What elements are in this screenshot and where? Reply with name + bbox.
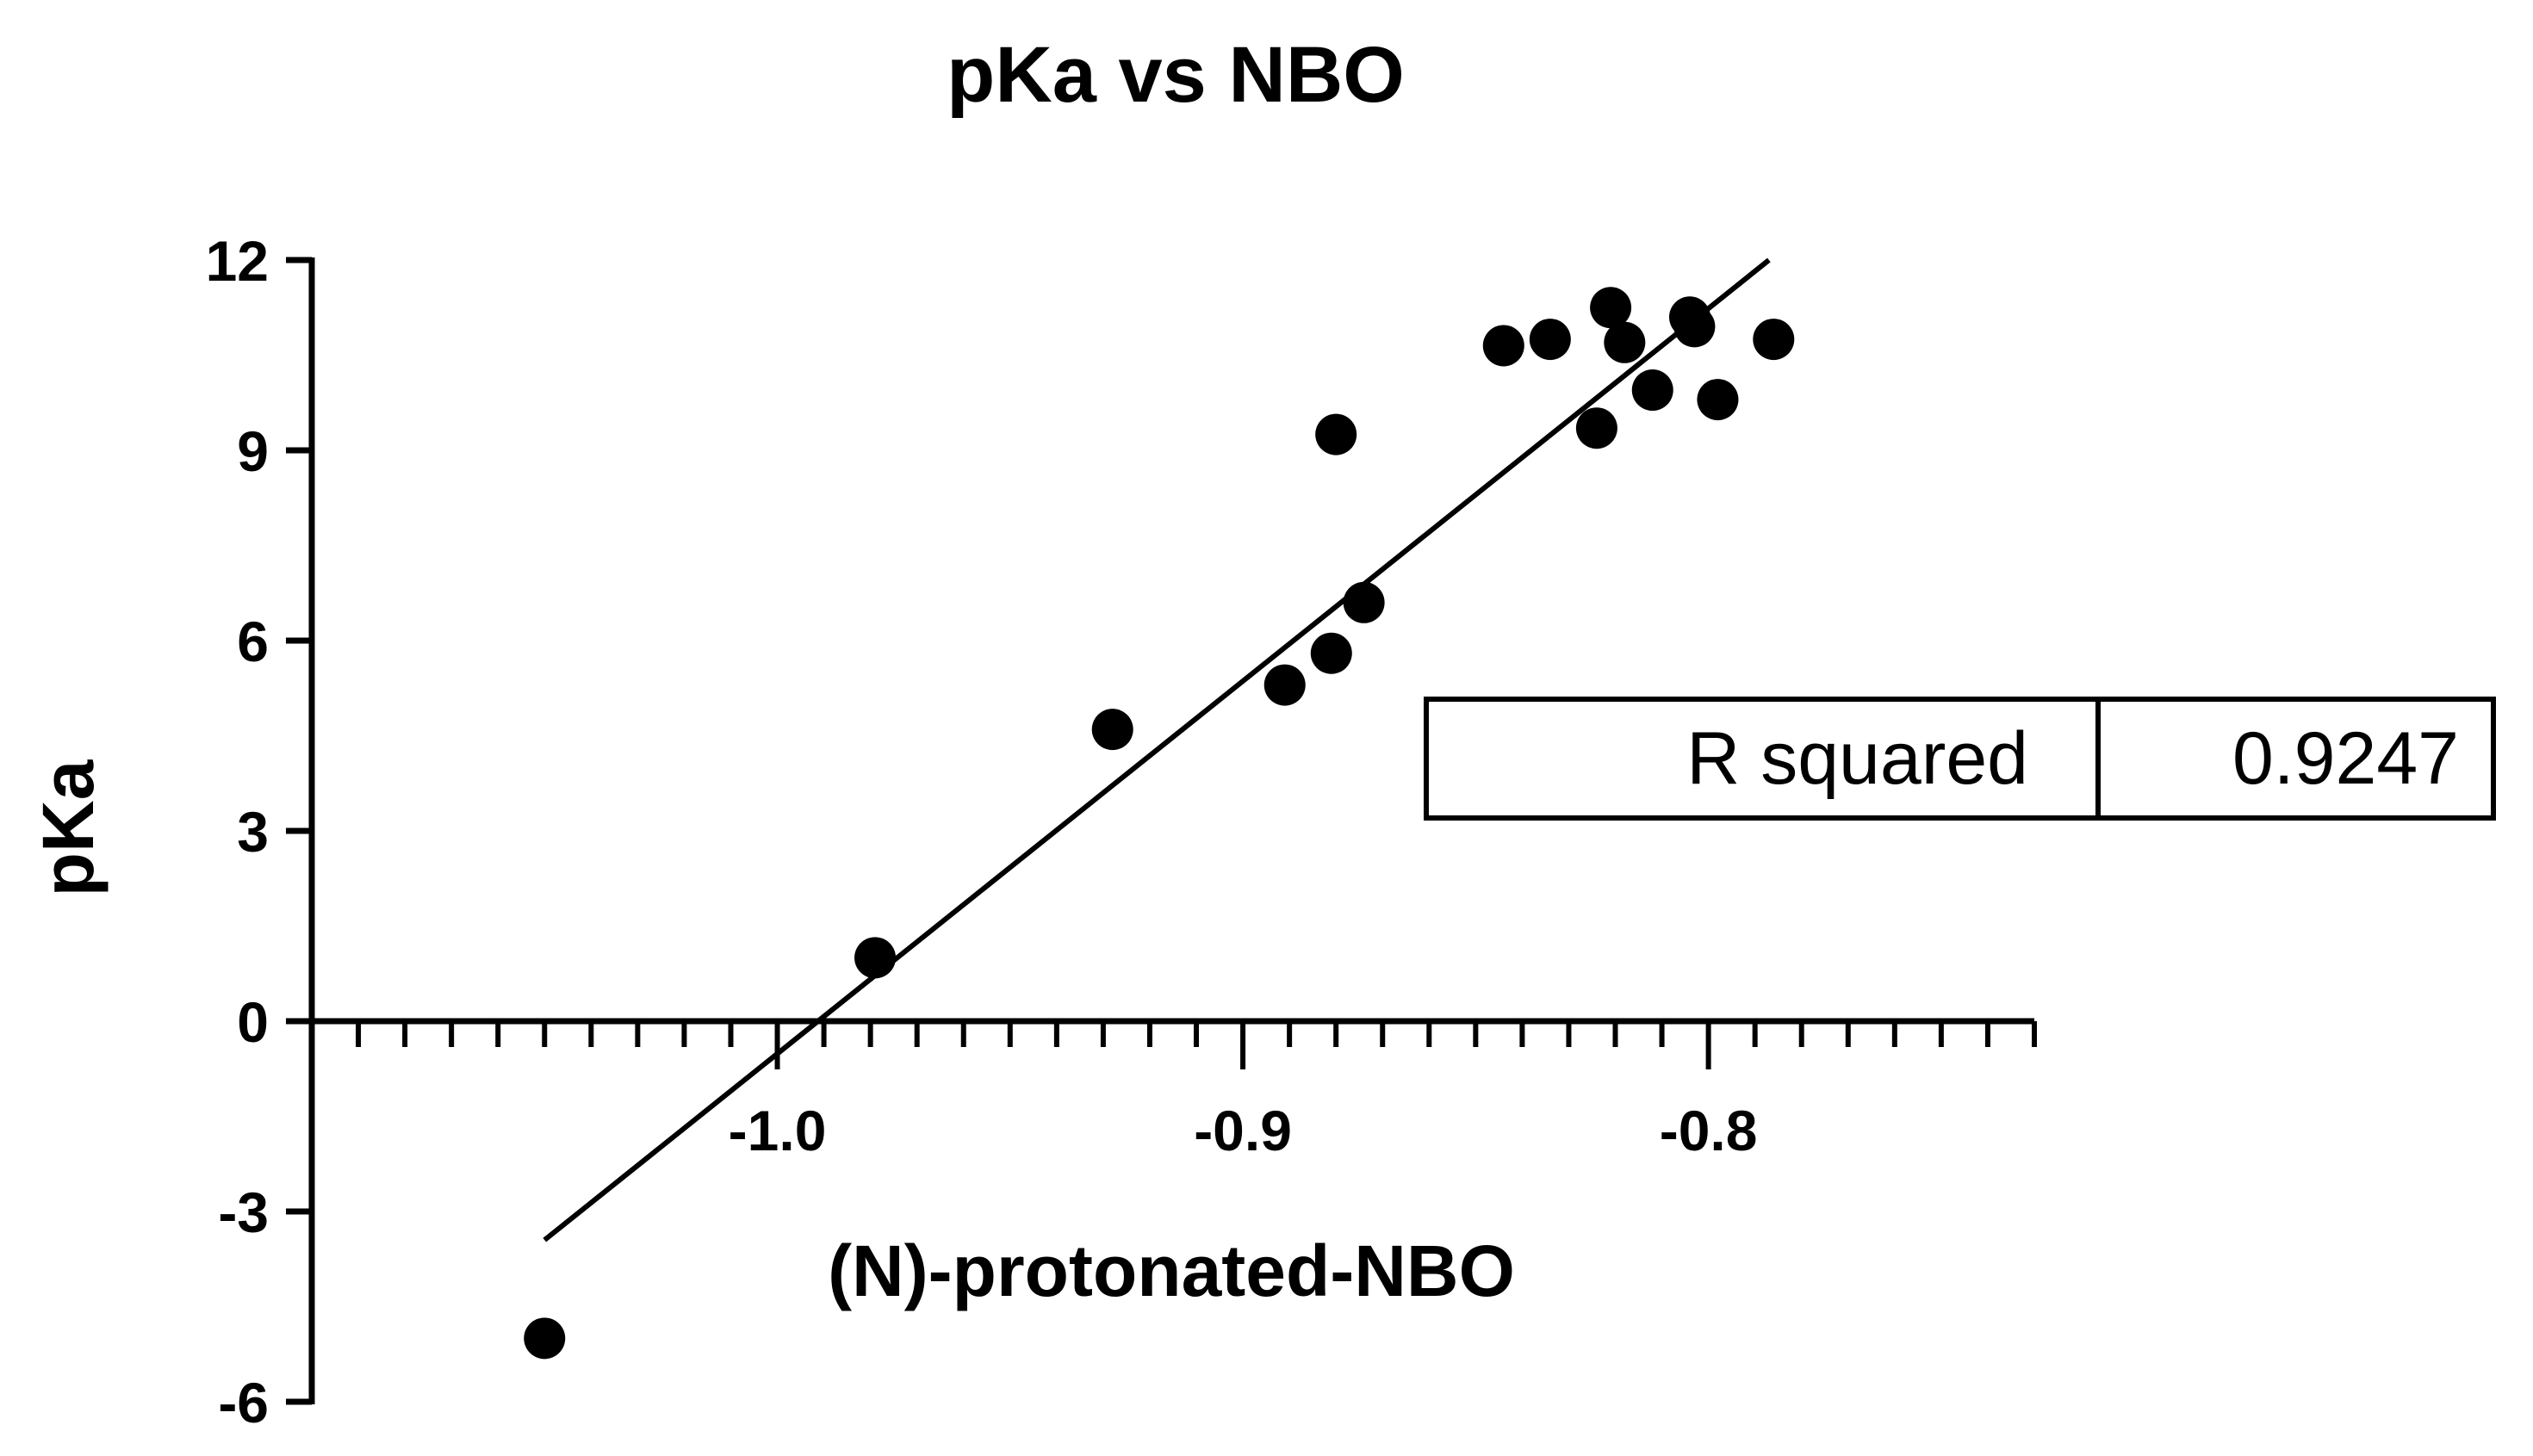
data-point (524, 1317, 566, 1360)
r-squared-table: R squared 0.9247 (1424, 697, 2496, 821)
data-points (524, 287, 1795, 1360)
data-point (1482, 325, 1524, 367)
x-tick-label: -0.9 (1194, 1099, 1292, 1162)
data-point (1575, 407, 1617, 449)
data-point (1753, 319, 1795, 361)
y-axis-label: pKa (28, 759, 109, 896)
r-squared-label: R squared (1686, 717, 2028, 800)
data-point (1263, 664, 1306, 706)
data-point (1590, 287, 1632, 329)
x-axis: -1.0 -0.9 -0.8 (309, 1018, 2037, 1162)
data-point (1529, 319, 1571, 361)
data-point (1315, 413, 1357, 455)
r-squared-value: 0.9247 (2232, 717, 2459, 800)
y-tick-label: 12 (206, 229, 269, 293)
y-tick-label: 0 (237, 990, 269, 1054)
r-squared-table-border (1424, 697, 2496, 821)
y-tick-label: -3 (218, 1180, 269, 1244)
y-tick-label: -6 (218, 1371, 269, 1434)
y-axis: 12 9 6 3 0 -3 -6 (206, 229, 315, 1434)
data-point (1631, 369, 1673, 412)
data-point (1604, 321, 1646, 363)
data-point (854, 937, 897, 979)
regression-fit (543, 257, 1771, 1242)
data-point (1310, 632, 1352, 674)
data-point (1673, 306, 1716, 348)
data-point (1091, 709, 1133, 751)
fit-line (543, 257, 1771, 1242)
x-tick-label: -1.0 (729, 1099, 827, 1162)
data-point (1697, 379, 1739, 421)
chart-title: pKa vs NBO (947, 31, 1405, 119)
x-tick-label: -0.8 (1660, 1099, 1758, 1162)
y-tick-label: 3 (237, 800, 269, 864)
y-tick-label: 6 (237, 610, 269, 673)
y-tick-label: 9 (237, 419, 269, 483)
x-axis-label: (N)-protonated-NBO (828, 1230, 1515, 1311)
data-point (1343, 581, 1385, 623)
